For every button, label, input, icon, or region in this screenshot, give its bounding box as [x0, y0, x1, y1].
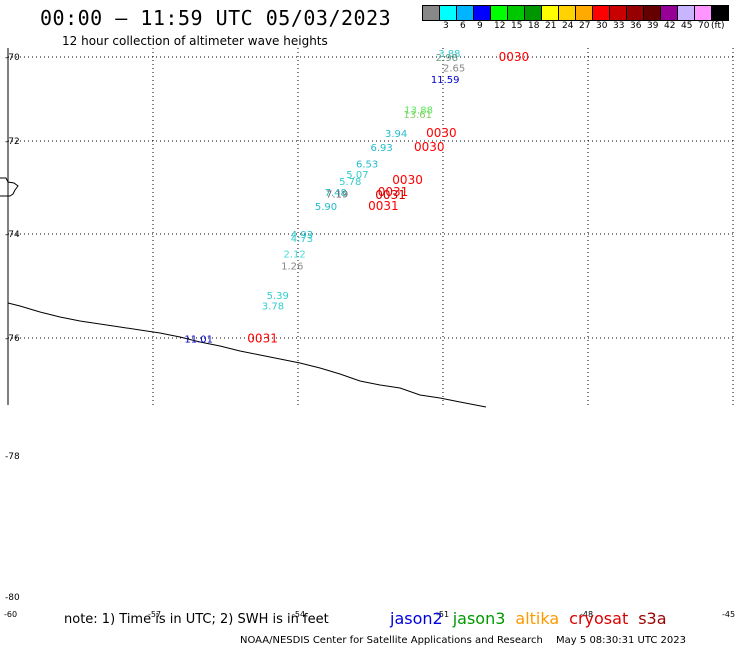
legend-label: 27: [579, 21, 591, 31]
color-legend: [422, 5, 729, 21]
legend-swatch: [439, 5, 457, 21]
page-subtitle: 12 hour collection of altimeter wave hei…: [62, 34, 328, 48]
page-title: 00:00 – 11:59 UTC 05/03/2023: [40, 6, 392, 30]
legend-swatch: [473, 5, 491, 21]
wave-height-value: 5.39: [267, 291, 289, 302]
map-axis-labels: -70 -72 -74 -76 -78 -80 -60 -57 -54 -51 -48 -45: [4, 53, 735, 619]
satellite-altika: altika: [515, 609, 560, 628]
legend-label: 45: [681, 21, 693, 31]
pass-time-label: 0031: [368, 199, 399, 213]
pass-time-label: 0030: [414, 140, 445, 154]
units-note: note: 1) Time is in UTC; 2) SWH is in fe…: [64, 612, 329, 627]
wave-height-value: 3.94: [385, 129, 407, 140]
legend-label: 15: [511, 21, 523, 31]
legend-swatch: [541, 5, 559, 21]
satellite-jason3: jason3: [452, 609, 506, 628]
wave-height-value: 11.59: [431, 75, 460, 86]
wave-height-value: 5.90: [315, 202, 337, 213]
longitude-label: -60: [4, 610, 17, 619]
legend-swatch: [592, 5, 610, 21]
pass-time-label: 0031: [375, 188, 406, 202]
legend-swatch: [524, 5, 542, 21]
wave-height-value: 5.78: [339, 177, 361, 188]
satellite-jason2: jason2: [390, 609, 443, 628]
legend-swatch: [626, 5, 644, 21]
credit-footer: NOAA/NESDIS Center for Satellite Applica…: [240, 635, 686, 646]
legend-swatch: [575, 5, 593, 21]
legend-swatch: [711, 5, 729, 21]
pass-time-label: 0031: [378, 185, 409, 199]
wave-height-value: 7.48: [325, 188, 347, 199]
longitude-label: -54: [292, 610, 305, 619]
legend-label: 39: [647, 21, 659, 31]
legend-swatch: [609, 5, 627, 21]
pass-time-label: 0030: [426, 126, 457, 140]
satellite-cryosat: cryosat: [569, 609, 629, 628]
legend-label: 33: [613, 21, 625, 31]
latitude-label: -72: [5, 137, 20, 147]
color-legend-labels: 3 6 9 12 15 18 21 24 27 30 33 36 39 42 45 70 (ft): [422, 21, 740, 33]
latitude-label: -74: [5, 230, 20, 240]
legend-label: 6: [460, 21, 466, 31]
pass-time-label: 0031: [247, 332, 278, 346]
legend-label: 9: [477, 21, 483, 31]
legend-label: 21: [545, 21, 557, 31]
legend-swatch: [490, 5, 508, 21]
latitude-label: -78: [5, 452, 20, 462]
latitude-label: -70: [5, 53, 20, 63]
lat-lon-grid: [7, 48, 734, 405]
legend-swatch: [507, 5, 525, 21]
longitude-label: -57: [148, 610, 161, 619]
wave-height-value: 6.93: [371, 143, 393, 154]
longitude-label: -45: [722, 610, 735, 619]
island-outline: [0, 177, 19, 197]
legend-swatch: [660, 5, 678, 21]
wave-height-value: 2.12: [284, 249, 306, 260]
pass-time-label: 0030: [392, 173, 423, 187]
legend-label: 18: [528, 21, 540, 31]
pass-time-label: 0030: [499, 50, 530, 64]
wave-height-value: 7.19: [326, 190, 348, 201]
wave-height-value: 4.73: [291, 234, 313, 245]
wave-height-value: 11.01: [184, 335, 213, 346]
wave-height-value: 5.07: [346, 170, 368, 181]
wave-height-value: 3.88: [438, 49, 460, 60]
longitude-label: -48: [580, 610, 593, 619]
legend-unit: (ft): [711, 21, 725, 31]
latitude-label: -76: [5, 334, 20, 344]
wave-height-value: 13.61: [403, 110, 432, 121]
wave-height-value: 3.78: [262, 301, 284, 312]
satellite-s3a: s3a: [638, 609, 667, 628]
wave-height-value: 4.93: [291, 230, 313, 241]
legend-label: 42: [664, 21, 676, 31]
satellite-legend: jason2 jason3 altika cryosat s3a: [390, 609, 677, 628]
wave-height-value: 6.53: [356, 160, 378, 171]
legend-label: 30: [596, 21, 608, 31]
legend-swatch: [643, 5, 661, 21]
generated-timestamp: May 5 08:30:31 UTC 2023: [556, 635, 686, 646]
legend-swatch: [694, 5, 712, 21]
wave-height-value: 13.88: [404, 106, 433, 117]
longitude-label: -51: [436, 610, 449, 619]
legend-label: 36: [630, 21, 642, 31]
latitude-label: -80: [5, 593, 20, 603]
legend-label: 24: [562, 21, 574, 31]
legend-label: 12: [494, 21, 506, 31]
wave-height-value: 2.65: [443, 64, 465, 75]
legend-label: 70: [698, 21, 710, 31]
antarctic-coastline: [7, 302, 487, 408]
legend-label: 3: [443, 21, 449, 31]
credit-text: NOAA/NESDIS Center for Satellite Applica…: [240, 635, 543, 646]
legend-swatch: [677, 5, 695, 21]
wave-height-value: 2.98: [436, 53, 458, 64]
legend-swatch: [422, 5, 440, 21]
legend-swatch: [456, 5, 474, 21]
legend-swatch: [558, 5, 576, 21]
wave-height-value: 1.26: [281, 261, 303, 272]
